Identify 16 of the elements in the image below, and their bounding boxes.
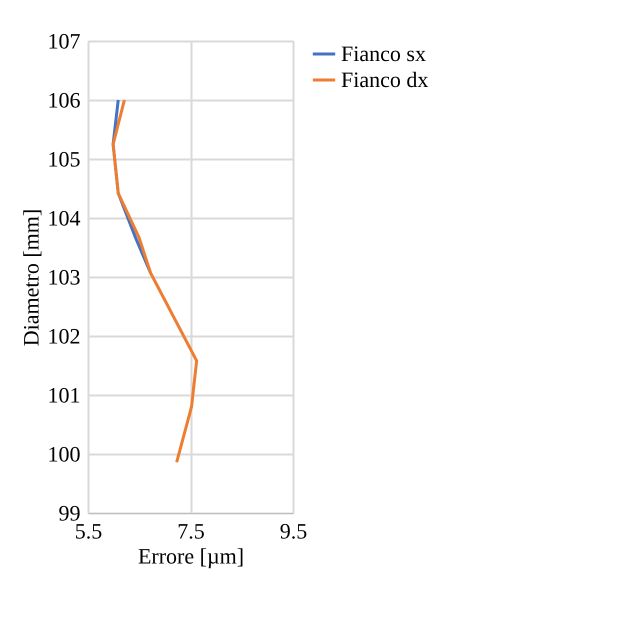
legend-label: Fianco sx — [341, 41, 426, 66]
y-tick-label: 101 — [48, 382, 80, 408]
y-tick-label: 107 — [48, 28, 80, 54]
y-tick-label: 106 — [48, 88, 80, 112]
y-tick-label: 99 — [58, 500, 80, 526]
y-axis-title: Diametro [mm] — [18, 208, 44, 346]
legend-label: Fianco dx — [341, 67, 428, 92]
y-tick-label: 105 — [48, 146, 80, 172]
x-tick-label: 9.5 — [280, 518, 308, 544]
y-tick-label: 102 — [48, 324, 80, 348]
y-tick-label: 104 — [48, 206, 80, 230]
x-axis-title: Errore [µm] — [138, 544, 244, 568]
y-tick-label: 103 — [48, 264, 80, 290]
line-series — [112, 98, 198, 464]
x-tick-label: 7.5 — [177, 518, 205, 544]
y-tick-label: 100 — [48, 442, 80, 466]
